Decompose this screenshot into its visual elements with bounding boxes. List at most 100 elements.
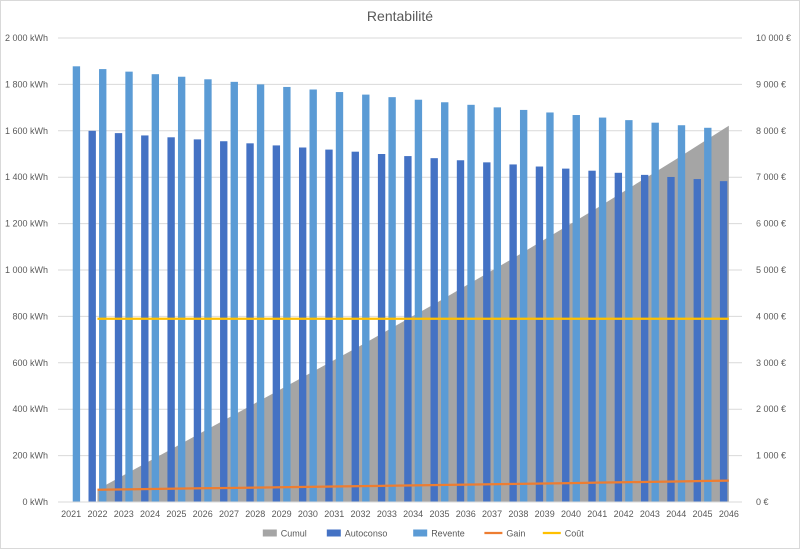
x-tick-label: 2024: [140, 509, 160, 519]
bar-autoconso: [456, 160, 465, 503]
x-tick-label: 2040: [561, 509, 581, 519]
bar-revente: [256, 84, 265, 503]
y-right-tick-label: 1 000 €: [756, 451, 786, 461]
bar-autoconso: [246, 143, 254, 502]
x-tick-label: 2028: [245, 509, 265, 519]
y-left-tick-label: 800 kWh: [12, 311, 48, 321]
bar-autoconso: [193, 139, 202, 502]
y-left-tick-label: 1 400 kWh: [5, 172, 48, 182]
bar-revente: [441, 102, 449, 502]
y-right-tick-label: 6 000 €: [756, 219, 786, 229]
y-right-tick-label: 9 000 €: [756, 79, 786, 89]
bar-revente: [414, 99, 423, 502]
y-left-tick-label: 600 kWh: [12, 358, 48, 368]
series-area-cumul: [97, 125, 729, 503]
bar-revente: [283, 86, 291, 503]
bar-revente: [388, 97, 396, 502]
bar-revente: [335, 92, 344, 502]
x-tick-label: 2036: [456, 509, 476, 519]
legend-swatch-autoconso: [326, 529, 341, 537]
x-tick-label: 2023: [114, 509, 134, 519]
series-line-gain: [97, 479, 729, 491]
y-left-tick-label: 1 200 kWh: [5, 219, 48, 229]
bar-revente: [125, 71, 133, 502]
legend-label-revente: Revente: [431, 529, 465, 539]
bar-autoconso: [483, 162, 491, 503]
y-left-tick-label: 1 000 kWh: [5, 265, 48, 275]
x-tick-label: 2039: [535, 509, 555, 519]
bar-revente: [572, 115, 580, 503]
legend-label-cumul: Cumul: [281, 529, 307, 539]
legend-swatch-revente: [413, 529, 428, 537]
bar-autoconso: [404, 156, 412, 502]
legend-label-coût: Coût: [565, 529, 585, 539]
bar-autoconso: [509, 164, 517, 502]
bar-revente: [151, 74, 160, 502]
bar-revente: [204, 79, 212, 503]
bar-revente: [625, 120, 633, 503]
bar-autoconso: [325, 149, 333, 503]
bar-revente: [99, 69, 107, 502]
bar-autoconso: [667, 176, 675, 502]
x-tick-label: 2029: [272, 509, 292, 519]
y-right-tick-label: 2 000 €: [756, 404, 786, 414]
bar-revente: [177, 76, 186, 502]
x-tick-label: 2035: [429, 509, 449, 519]
y-left-tick-label: 200 kWh: [12, 451, 48, 461]
bar-autoconso: [640, 174, 649, 502]
bar-autoconso: [298, 147, 307, 502]
x-tick-label: 2037: [482, 509, 502, 519]
x-tick-label: 2032: [351, 509, 371, 519]
y-left-tick-label: 1 600 kWh: [5, 126, 48, 136]
bar-autoconso: [220, 141, 228, 503]
y-right-tick-label: 8 000 €: [756, 126, 786, 136]
x-tick-label: 2022: [87, 509, 107, 519]
x-tick-label: 2033: [377, 509, 397, 519]
chart-title: Rentabilité: [366, 8, 434, 24]
bar-autoconso: [272, 145, 281, 502]
bar-autoconso: [88, 130, 96, 503]
bar-autoconso: [588, 170, 596, 503]
y-right-tick-label: 10 000 €: [756, 33, 791, 43]
x-tick-label: 2027: [219, 509, 239, 519]
y-right-tick-label: 7 000 €: [756, 172, 786, 182]
bar-revente: [704, 127, 712, 502]
bar-revente: [598, 117, 607, 503]
bar-autoconso: [614, 172, 623, 503]
x-tick-label: 2026: [193, 509, 213, 519]
x-tick-label: 2041: [587, 509, 607, 519]
x-tick-label: 2031: [324, 509, 344, 519]
bar-autoconso: [693, 179, 701, 502]
bar-autoconso: [430, 158, 438, 502]
bar-revente: [72, 66, 81, 502]
bar-revente: [362, 94, 370, 502]
bar-revente: [651, 122, 659, 503]
x-tick-label: 2046: [719, 509, 739, 519]
bar-autoconso: [562, 168, 570, 502]
x-tick-label: 2045: [693, 509, 713, 519]
bar-autoconso: [351, 151, 359, 502]
bar-revente: [493, 107, 502, 503]
bar-revente: [519, 109, 528, 503]
y-right-tick-label: 4 000 €: [756, 311, 786, 321]
y-left-tick-label: 0 kWh: [22, 497, 48, 507]
x-tick-label: 2044: [666, 509, 686, 519]
x-tick-label: 2034: [403, 509, 423, 519]
y-right-tick-label: 3 000 €: [756, 358, 786, 368]
x-tick-label: 2021: [61, 509, 81, 519]
legend-label-gain: Gain: [506, 529, 525, 539]
y-right-tick-label: 5 000 €: [756, 265, 786, 275]
bar-autoconso: [377, 154, 386, 502]
x-tick-label: 2043: [640, 509, 660, 519]
y-right-tick-label: 0 €: [756, 497, 769, 507]
bar-autoconso: [114, 133, 123, 502]
bar-revente: [546, 112, 554, 503]
bar-revente: [309, 89, 317, 502]
legend-label-autoconso: Autoconso: [345, 529, 388, 539]
x-tick-label: 2042: [614, 509, 634, 519]
bar-revente: [230, 81, 238, 503]
bar-autoconso: [719, 181, 728, 503]
bar-revente: [467, 104, 475, 502]
y-left-tick-label: 1 800 kWh: [5, 79, 48, 89]
